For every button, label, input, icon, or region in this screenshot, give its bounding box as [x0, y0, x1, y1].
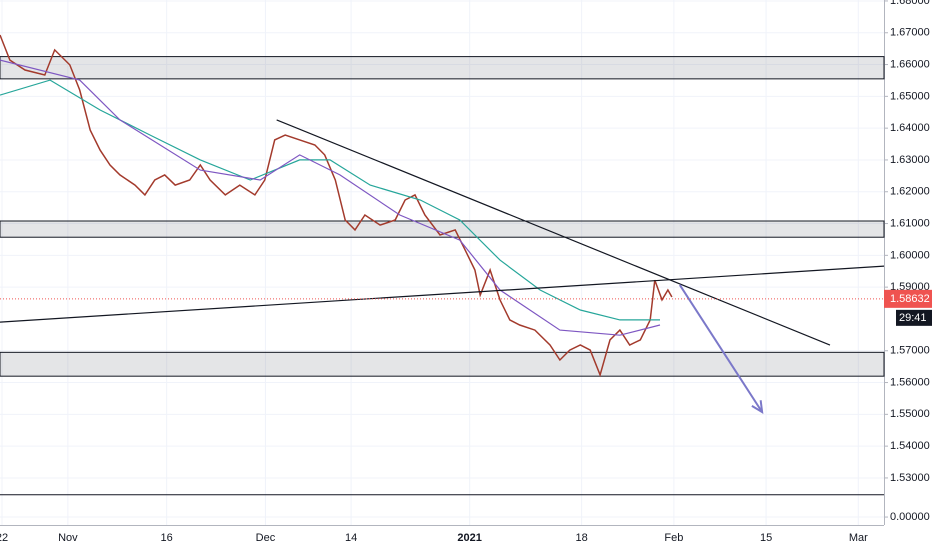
x-tick-label: Nov — [58, 532, 78, 544]
zone — [0, 56, 885, 80]
price-line — [0, 59, 661, 336]
x-tick-label: 16 — [161, 532, 173, 544]
x-tick-label: Feb — [664, 532, 683, 544]
y-tick-label: 1.66000 — [890, 58, 930, 70]
y-tick-label: 1.53000 — [890, 472, 930, 484]
y-tick-label: 1.63000 — [890, 154, 930, 166]
trend-line — [0, 265, 885, 323]
x-tick-label: 22 — [0, 532, 8, 544]
y-tick-label: 1.55000 — [890, 408, 930, 420]
last-price-box — [884, 289, 932, 308]
y-tick-label: 1.57000 — [890, 345, 930, 357]
x-tick-label: 15 — [760, 532, 772, 544]
price-line — [0, 34, 673, 378]
price-line — [0, 79, 660, 321]
arrow — [678, 284, 763, 413]
x-tick-label: 14 — [345, 532, 357, 544]
last-price-label: 1.58632 — [890, 293, 930, 305]
y-tick-label: 1.62000 — [890, 186, 930, 198]
x-tick-label: Dec — [256, 532, 276, 544]
y-tick-label: 1.60000 — [890, 249, 930, 261]
zone — [0, 351, 885, 377]
y-tick-label: 1.65000 — [890, 90, 930, 102]
y-tick-label: 1.54000 — [890, 440, 930, 452]
trend-line — [276, 119, 831, 346]
y-tick-label: 1.61000 — [890, 217, 930, 229]
y-tick-label: 1.67000 — [890, 27, 930, 39]
x-tick-label: 18 — [576, 532, 588, 544]
y-tick-label: 1.56000 — [890, 376, 930, 388]
y-tick-label: 1.68000 — [890, 0, 930, 7]
arrow-head — [751, 400, 764, 415]
countdown-box — [896, 309, 932, 326]
zone — [0, 220, 885, 238]
countdown-label: 29:41 — [899, 312, 927, 324]
x-tick-label: Mar — [849, 532, 868, 544]
y-tick-label: 1.64000 — [890, 122, 930, 134]
y-tick-label: 0.00000 — [890, 511, 930, 523]
x-tick-label: 2021 — [457, 532, 481, 544]
